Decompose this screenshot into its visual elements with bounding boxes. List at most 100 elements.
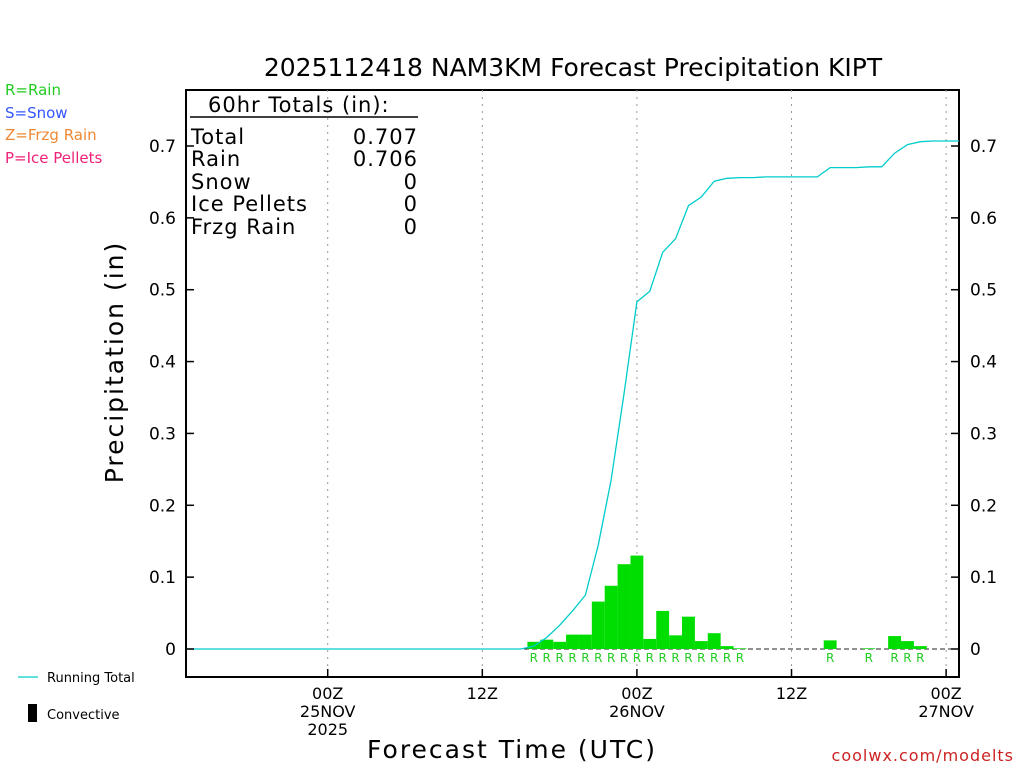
legend-ice-pellets: P=Ice Pellets	[5, 149, 102, 167]
bar-17	[823, 640, 837, 649]
totals-value-total: 0.707	[353, 125, 418, 149]
type-label-19: R	[890, 651, 898, 665]
x-tick-label-1-0: 12Z	[467, 684, 498, 703]
type-label-13: R	[697, 651, 705, 665]
y-tick-label-left-1: 0.1	[149, 568, 176, 588]
totals-value-ice: 0	[404, 192, 418, 216]
bar-4	[578, 634, 592, 649]
x-tick-label-4-1: 27NOV	[918, 702, 974, 721]
type-label-14: R	[710, 651, 718, 665]
bar-18	[862, 648, 876, 649]
legend-rain: R=Rain	[5, 81, 61, 99]
bar-9	[643, 638, 657, 649]
y-tick-label-left-5: 0.5	[149, 281, 176, 301]
bar-20	[901, 641, 914, 649]
type-label-5: R	[594, 651, 602, 665]
y-tick-label-left-4: 0.4	[149, 353, 176, 373]
totals-label-rain: Rain	[191, 147, 241, 171]
bar-6	[604, 585, 618, 649]
totals-label-total: Total	[190, 125, 245, 149]
type-label-6: R	[607, 651, 615, 665]
x-axis-title: Forecast Time (UTC)	[367, 735, 657, 764]
y-tick-label-right-2: 0.2	[970, 496, 997, 516]
type-label-3: R	[568, 651, 576, 665]
type-label-7: R	[620, 651, 628, 665]
plot-frame	[185, 89, 960, 678]
y-tick-label-left-0: 0	[165, 640, 176, 660]
totals-label-ice: Ice Pellets	[191, 192, 308, 216]
x-tick-label-0-1: 25NOV	[300, 702, 356, 721]
bar-8	[630, 555, 644, 649]
totals-value-snow: 0	[404, 170, 418, 194]
totals-heading: 60hr Totals (in):	[208, 93, 390, 117]
totals-label-snow: Snow	[191, 170, 252, 194]
type-label-10: R	[659, 651, 667, 665]
type-label-0: R	[530, 651, 538, 665]
bar-2	[553, 641, 567, 649]
y-axis-title: Precipitation (in)	[100, 241, 129, 484]
type-label-20: R	[903, 651, 911, 665]
type-label-4: R	[581, 651, 589, 665]
y-tick-label-left-3: 0.3	[149, 424, 176, 444]
type-label-2: R	[555, 651, 563, 665]
bar-19	[888, 636, 902, 649]
y-tick-label-right-5: 0.5	[970, 281, 997, 301]
type-legend: R=Rain S=Snow Z=Frzg Rain P=Ice Pellets	[5, 81, 102, 167]
y-tick-label-right-4: 0.4	[970, 353, 997, 373]
bar-21	[913, 646, 927, 649]
bar-3	[566, 634, 579, 649]
running-total-label: Running Total	[47, 671, 135, 686]
x-tick-label-2-1: 26NOV	[609, 702, 665, 721]
type-label-16: R	[736, 651, 744, 665]
type-label-11: R	[671, 651, 679, 665]
bar-series	[527, 555, 927, 649]
type-label-15: R	[723, 651, 731, 665]
y-tick-label-right-3: 0.3	[970, 424, 997, 444]
convective-swatch	[28, 704, 37, 722]
running-total-line	[186, 140, 959, 650]
bar-15	[720, 646, 734, 649]
type-label-8: R	[633, 651, 641, 665]
type-label-21: R	[916, 651, 924, 665]
convective-label: Convective	[47, 708, 120, 723]
type-label-12: R	[684, 651, 692, 665]
y-tick-label-right-7: 0.7	[970, 137, 997, 157]
bar-12	[682, 616, 695, 649]
y-tick-label-left-7: 0.7	[149, 137, 176, 157]
type-label-9: R	[646, 651, 654, 665]
bar-11	[669, 635, 683, 649]
bar-10	[656, 610, 670, 649]
type-label-1: R	[543, 651, 551, 665]
type-label-17: R	[826, 651, 834, 665]
y-axis: 0 00.1 0.10.2 0.20.3 0.30.4 0.40.5 0.50.6 0.60.…	[149, 137, 997, 660]
bar-1	[540, 639, 554, 649]
legend-frzg-rain: Z=Frzg Rain	[5, 126, 97, 144]
x-tick-label-3-0: 12Z	[776, 684, 807, 703]
bar-5	[591, 601, 605, 649]
legend-snow: S=Snow	[5, 104, 68, 122]
chart-title: 2025112418 NAM3KM Forecast Precipitation…	[264, 53, 883, 82]
credit-text: coolwx.com/modelts	[832, 746, 1014, 765]
y-tick-label-left-6: 0.6	[149, 209, 176, 229]
y-tick-label-right-0: 0	[970, 640, 981, 660]
running-total-series	[186, 140, 959, 650]
bar-16	[733, 648, 747, 649]
x-tick-label-0-2: 2025	[307, 720, 348, 739]
totals-value-rain: 0.706	[353, 147, 418, 171]
x-tick-label-4-0: 00Z	[930, 684, 961, 703]
bar-14	[707, 633, 721, 649]
bar-13	[694, 641, 708, 649]
type-label-18: R	[865, 651, 873, 665]
bar-7	[617, 564, 631, 649]
y-tick-label-right-1: 0.1	[970, 568, 997, 588]
totals-box: 60hr Totals (in): Total 0.707 Rain 0.706…	[190, 93, 418, 239]
y-tick-label-left-2: 0.2	[149, 496, 176, 516]
x-tick-label-0-0: 00Z	[312, 684, 343, 703]
totals-label-frzg: Frzg Rain	[191, 215, 296, 239]
y-tick-label-right-6: 0.6	[970, 209, 997, 229]
bottom-legend: Running Total Convective	[18, 671, 135, 723]
totals-value-frzg: 0	[404, 215, 418, 239]
